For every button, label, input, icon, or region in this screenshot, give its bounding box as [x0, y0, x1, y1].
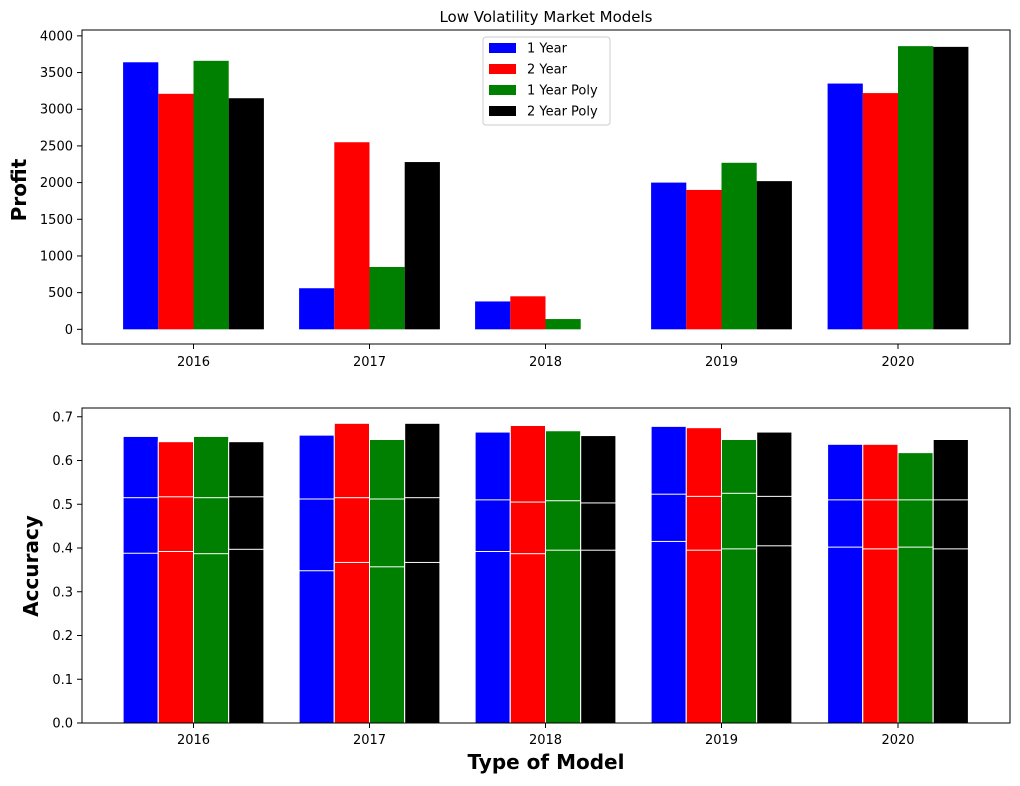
profit-bar — [369, 266, 405, 330]
x-tick-label: 2018 — [529, 355, 562, 370]
accuracy-bars — [122, 422, 969, 724]
profit-bar — [862, 93, 898, 330]
accuracy-bar — [721, 548, 758, 724]
accuracy-bar — [228, 548, 265, 724]
accuracy-axis-ticks: 0.0 0.1 0.2 0.3 0.4 0.5 0.6 0.7 2016 2017 2018 2019… — [52, 410, 914, 748]
x-axis-label: Type of Model — [468, 750, 625, 774]
y-tick-label: 3500 — [40, 66, 73, 81]
legend-swatch — [489, 43, 516, 53]
profit-bar — [334, 142, 370, 330]
profit-bar — [545, 319, 581, 330]
y-tick-label: 0 — [65, 323, 73, 338]
accuracy-bar — [369, 566, 406, 724]
x-tick-label: 2020 — [881, 355, 914, 370]
y-axis-label-accuracy: Accuracy — [19, 515, 43, 617]
x-tick-label: 2019 — [705, 355, 738, 370]
legend-swatch — [489, 106, 516, 116]
profit-bar — [933, 46, 969, 330]
legend-label: 2 Year — [527, 63, 568, 78]
y-tick-label: 500 — [48, 286, 73, 301]
profit-bar — [193, 60, 229, 330]
accuracy-bar — [827, 546, 864, 724]
accuracy-bar — [404, 561, 441, 724]
profit-bar — [299, 288, 335, 330]
profit-axis-ticks: 0 500 1000 1500 2000 2500 3000 3500 4000 2016 2017… — [40, 29, 915, 370]
legend: 1 Year 2 Year 1 Year Poly 2 Year Poly — [482, 36, 611, 126]
accuracy-chart: Accuracy Type of Model 0.00.10.20.30.40.… — [19, 407, 1011, 774]
profit-bar — [510, 296, 546, 330]
accuracy-bar — [650, 540, 687, 724]
legend-swatch — [489, 85, 516, 95]
profit-bar — [228, 98, 264, 330]
y-tick-label: 2500 — [40, 139, 73, 154]
profit-bar — [721, 162, 757, 330]
accuracy-bar — [193, 553, 230, 724]
accuracy-bar — [862, 548, 899, 724]
y-tick-label: 0.5 — [52, 498, 73, 513]
y-axis-label-profit: Profit — [7, 158, 31, 221]
profit-bars — [123, 46, 969, 330]
accuracy-bar — [897, 546, 934, 724]
legend-label: 1 Year Poly — [527, 84, 598, 99]
y-tick-label: 0.6 — [52, 454, 73, 469]
accuracy-bar — [756, 545, 793, 724]
profit-bar — [475, 301, 511, 330]
accuracy-bar — [685, 549, 722, 724]
accuracy-bar — [157, 551, 195, 724]
profit-bar — [756, 181, 792, 330]
profit-bar — [686, 189, 722, 330]
y-tick-label: 4000 — [40, 29, 73, 44]
accuracy-bar — [932, 548, 969, 724]
x-tick-label: 2016 — [177, 355, 210, 370]
accuracy-plot-frame — [81, 407, 1011, 724]
accuracy-bar — [509, 553, 546, 724]
legend-label: 1 Year — [527, 42, 568, 57]
y-tick-label: 3000 — [40, 103, 73, 118]
x-tick-label: 2017 — [353, 733, 386, 748]
x-tick-label: 2018 — [529, 733, 562, 748]
profit-bar — [123, 62, 159, 330]
x-tick-label: 2019 — [705, 733, 738, 748]
x-tick-label: 2016 — [177, 733, 210, 748]
profit-plot-frame — [81, 29, 1011, 345]
profit-bar — [651, 182, 687, 330]
y-tick-label: 0.2 — [52, 629, 73, 644]
x-tick-label: 2020 — [881, 733, 914, 748]
y-tick-label: 0.1 — [52, 673, 73, 688]
accuracy-bar — [122, 552, 159, 724]
profit-bar — [404, 162, 440, 330]
legend-label: 2 Year Poly — [527, 105, 598, 120]
chart-title: Low Volatility Market Models — [439, 8, 652, 26]
y-tick-label: 0.7 — [52, 410, 73, 425]
y-tick-label: 1000 — [40, 249, 73, 264]
profit-chart: Low Volatility Market Models Profit 0 500… — [7, 8, 1011, 370]
x-tick-label: 2017 — [353, 355, 386, 370]
profit-bar — [158, 93, 194, 330]
y-tick-label: 1500 — [40, 213, 73, 228]
accuracy-bar — [580, 549, 617, 724]
legend-swatch — [489, 64, 516, 74]
y-tick-label: 2000 — [40, 176, 73, 191]
y-tick-label: 0.4 — [52, 542, 73, 557]
accuracy-bar — [545, 549, 582, 724]
accuracy-bar — [474, 551, 511, 724]
y-tick-label: 0.3 — [52, 585, 73, 600]
legend-box — [482, 36, 611, 126]
profit-bar — [827, 83, 863, 330]
y-tick-label: 0.0 — [52, 717, 73, 732]
profit-bar — [898, 46, 934, 330]
accuracy-bar — [298, 570, 335, 724]
accuracy-bar — [333, 561, 370, 724]
